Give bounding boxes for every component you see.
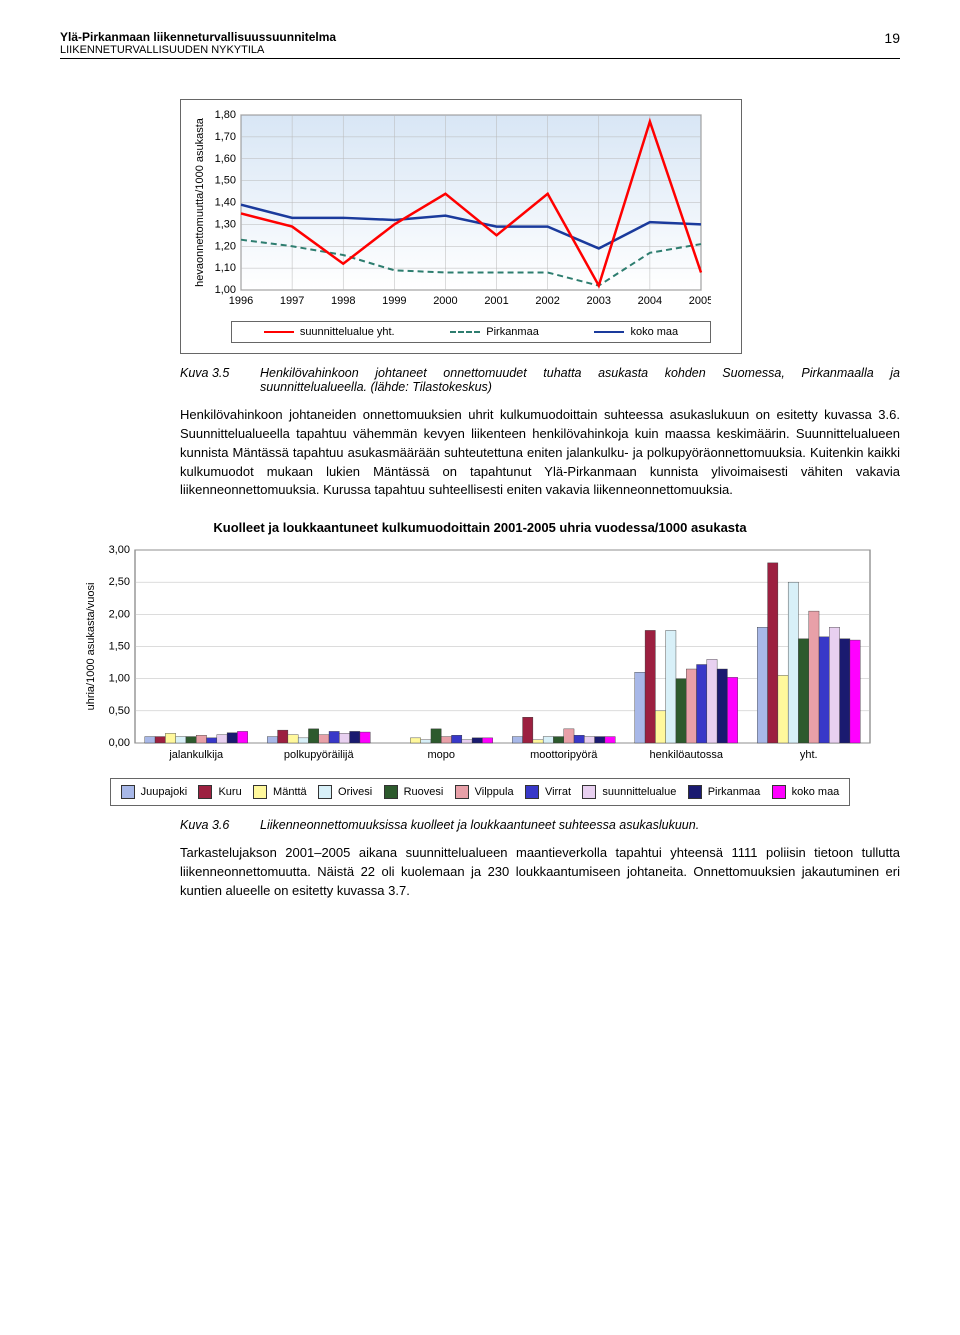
svg-text:2,50: 2,50 <box>109 576 130 588</box>
paragraph-1: Henkilövahinkoon johtaneiden onnettomuuk… <box>180 406 900 500</box>
svg-text:moottoripyörä: moottoripyörä <box>530 749 598 761</box>
svg-text:1,50: 1,50 <box>109 641 130 653</box>
svg-text:uhria/1000 asukasta/vuosi: uhria/1000 asukasta/vuosi <box>85 583 97 711</box>
legend-item: Juupajoki <box>121 785 187 799</box>
svg-text:2004: 2004 <box>638 295 662 307</box>
svg-text:1,00: 1,00 <box>109 673 130 685</box>
svg-text:hevaonnettomuutta/1000 asukast: hevaonnettomuutta/1000 asukasta <box>194 117 206 287</box>
doc-subtitle: LIIKENNETURVALLISUUDEN NYKYTILA <box>60 44 336 56</box>
legend-item: Virrat <box>525 785 571 799</box>
page-header: Ylä-Pirkanmaan liikenneturvallisuussuunn… <box>60 30 900 59</box>
svg-text:0,00: 0,00 <box>109 737 130 749</box>
svg-text:2001: 2001 <box>484 295 508 307</box>
chart-1-legend: suunnittelualue yht. Pirkanmaa koko maa <box>231 321 711 343</box>
svg-text:1997: 1997 <box>280 295 304 307</box>
svg-text:1,60: 1,60 <box>215 153 236 165</box>
svg-text:2000: 2000 <box>433 295 457 307</box>
svg-text:jalankulkija: jalankulkija <box>168 749 224 761</box>
svg-text:2005: 2005 <box>689 295 711 307</box>
legend-item: Orivesi <box>318 785 372 799</box>
doc-title: Ylä-Pirkanmaan liikenneturvallisuussuunn… <box>60 30 336 44</box>
svg-text:1,70: 1,70 <box>215 131 236 143</box>
svg-text:2003: 2003 <box>587 295 611 307</box>
svg-text:1996: 1996 <box>229 295 253 307</box>
chart-2-title: Kuolleet ja loukkaantuneet kulkumuodoitt… <box>60 520 900 535</box>
paragraph-2: Tarkastelujakson 2001–2005 aikana suunni… <box>180 844 900 901</box>
chart-2-legend: Juupajoki Kuru Mänttä Orivesi Ruovesi Vilppul… <box>110 778 850 806</box>
legend-item: koko maa <box>772 785 840 799</box>
legend-suunnittelualue: suunnittelualue yht. <box>264 326 395 338</box>
svg-text:1998: 1998 <box>331 295 355 307</box>
legend-item: Vilppula <box>455 785 514 799</box>
svg-text:polkupyöräilijä: polkupyöräilijä <box>284 749 355 761</box>
svg-text:1,80: 1,80 <box>215 110 236 121</box>
svg-text:2002: 2002 <box>535 295 559 307</box>
svg-text:henkilöautossa: henkilöautossa <box>650 749 724 761</box>
chart-1-plot: 1,001,101,201,301,401,501,601,701,801996… <box>191 110 731 313</box>
svg-text:0,50: 0,50 <box>109 705 130 717</box>
svg-text:1,30: 1,30 <box>215 218 236 230</box>
svg-text:1,10: 1,10 <box>215 262 236 274</box>
svg-text:1,20: 1,20 <box>215 240 236 252</box>
svg-text:3,00: 3,00 <box>109 545 130 556</box>
svg-text:yht.: yht. <box>800 749 818 761</box>
svg-text:1,50: 1,50 <box>215 175 236 187</box>
chart-2: 0,00 0,50 1,00 1,50 2,00 2,50 3,00 uhria/1000 a… <box>80 545 880 806</box>
legend-item: Kuru <box>198 785 241 799</box>
figure-caption-3-5: Kuva 3.5 Henkilövahinkoon johtaneet onne… <box>180 366 900 394</box>
legend-item: Pirkanmaa <box>688 785 761 799</box>
svg-text:1999: 1999 <box>382 295 406 307</box>
legend-pirkanmaa: Pirkanmaa <box>450 326 539 338</box>
chart-1: 1,001,101,201,301,401,501,601,701,801996… <box>180 99 742 354</box>
svg-text:2,00: 2,00 <box>109 609 130 621</box>
chart-2-plot: 0,00 0,50 1,00 1,50 2,00 2,50 3,00 uhria/1000 a… <box>80 545 880 768</box>
legend-item: Mänttä <box>253 785 307 799</box>
figure-caption-3-6: Kuva 3.6 Liikenneonnettomuuksissa kuolle… <box>180 818 900 832</box>
svg-text:1,40: 1,40 <box>215 197 236 209</box>
legend-koko-maa: koko maa <box>594 326 678 338</box>
legend-item: suunnittelualue <box>582 785 676 799</box>
legend-item: Ruovesi <box>384 785 444 799</box>
page-number: 19 <box>884 30 900 46</box>
svg-text:mopo: mopo <box>427 749 455 761</box>
